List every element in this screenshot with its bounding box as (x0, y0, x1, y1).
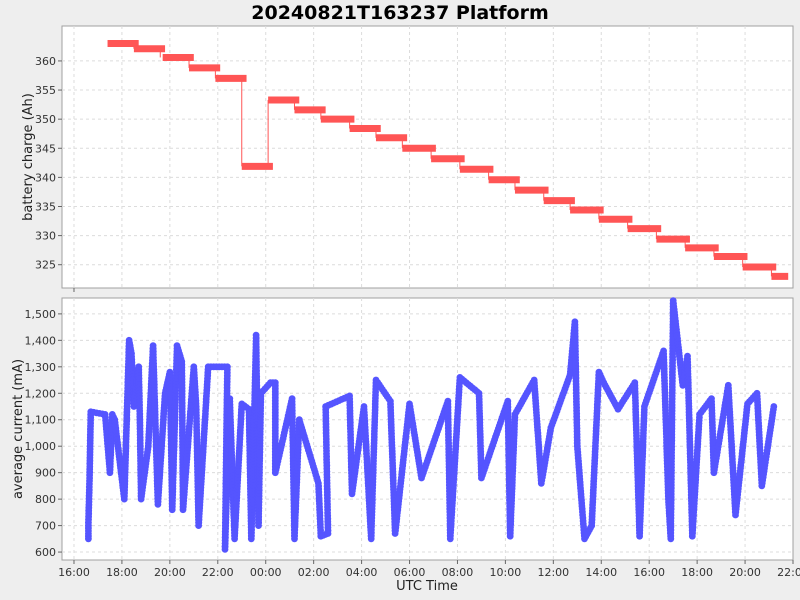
chart-title: 20240821T163237 Platform (251, 2, 549, 24)
x-tick-label: 00:00 (250, 566, 282, 579)
x-tick-label: 12:00 (537, 566, 569, 579)
battery-y-tick-label: 325 (35, 259, 56, 272)
x-tick-label: 22:00 (202, 566, 234, 579)
current-y-tick-label: 600 (35, 546, 56, 559)
battery-y-axis-label: battery charge (Ah) (21, 93, 36, 221)
current-y-tick-label: 1,400 (25, 334, 57, 347)
battery-y-tick-label: 345 (35, 142, 56, 155)
x-tick-label: 10:00 (490, 566, 522, 579)
battery-y-tick-label: 355 (35, 84, 56, 97)
current-x-ticks: 16:00 18:00 20:00 22:00 00:00 02:00 04:00 06:00… (58, 560, 800, 579)
x-tick-label: 16:00 (633, 566, 665, 579)
current-y-tick-label: 1,500 (25, 308, 57, 321)
battery-y-tick-label: 350 (35, 113, 56, 126)
average-current-chart: 600 700 800 900 1,000 1,100 1,200 1,300 1,400 1,5… (11, 297, 800, 594)
x-tick-label: 04:00 (346, 566, 378, 579)
current-y-tick-label: 1,300 (25, 361, 57, 374)
current-y-axis-label: average current (mA) (11, 359, 26, 499)
battery-y-tick-label: 360 (35, 55, 56, 68)
current-y-ticks: 600 700 800 900 1,000 1,100 1,200 1,300 1,400 1,5… (25, 308, 62, 559)
battery-y-tick-label: 330 (35, 230, 56, 243)
x-tick-label: 18:00 (681, 566, 713, 579)
battery-y-ticks: 325 330 335 340 345 350 355 360 (35, 55, 75, 292)
x-tick-label: 20:00 (154, 566, 186, 579)
battery-plot-area (61, 25, 794, 289)
current-point (770, 403, 778, 410)
x-tick-label: 14:00 (585, 566, 617, 579)
current-y-tick-label: 700 (35, 520, 56, 533)
current-y-tick-label: 1,200 (25, 387, 57, 400)
current-y-tick-label: 800 (35, 493, 56, 506)
x-tick-label: 20:00 (729, 566, 761, 579)
x-tick-label: 02:00 (298, 566, 330, 579)
x-tick-label: 22:00 (777, 566, 800, 579)
x-axis-label: UTC Time (396, 579, 458, 594)
x-tick-label: 08:00 (442, 566, 474, 579)
average-current-series (85, 297, 778, 553)
battery-y-tick-label: 340 (35, 171, 56, 184)
current-y-tick-label: 1,000 (25, 440, 57, 453)
battery-charge-series (107, 39, 789, 280)
x-tick-label: 18:00 (106, 566, 138, 579)
current-y-tick-label: 1,100 (25, 414, 57, 427)
x-tick-label: 06:00 (394, 566, 426, 579)
current-y-tick-label: 900 (35, 467, 56, 480)
x-tick-label: 16:00 (58, 566, 90, 579)
battery-charge-chart: 325 330 335 340 345 350 355 360 battery charge … (21, 25, 794, 292)
battery-y-tick-label: 335 (35, 200, 56, 213)
